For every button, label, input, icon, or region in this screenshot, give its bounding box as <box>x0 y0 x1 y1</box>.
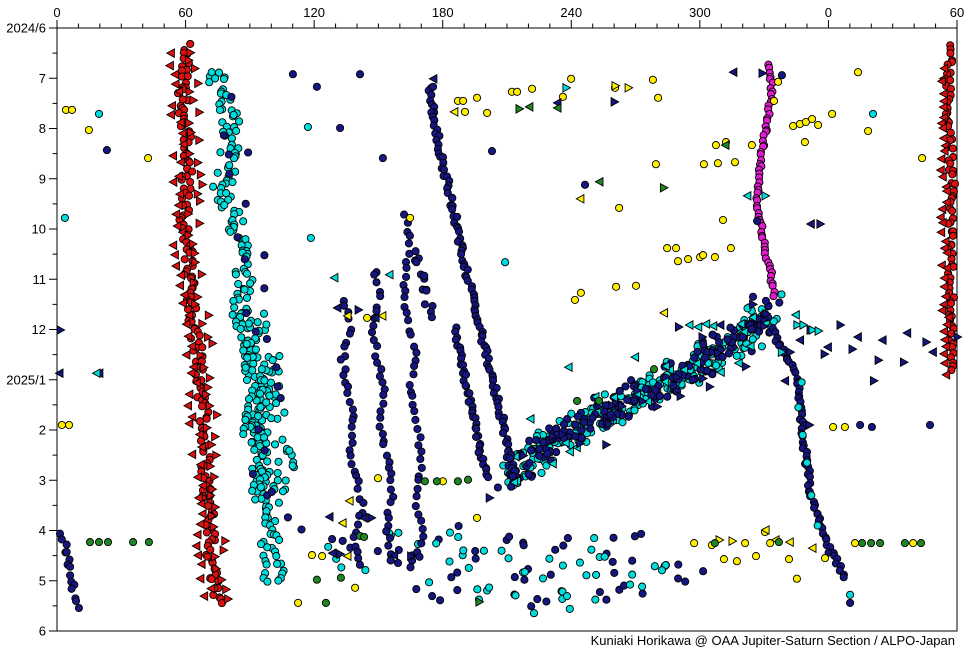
y-tick-label: 2024/6 <box>6 21 46 36</box>
y-tick-label: 10 <box>32 222 46 237</box>
series-red-band-left-tri-left <box>164 48 216 602</box>
y-tick-label: 4 <box>39 523 46 538</box>
y-tick-label: 2025/1 <box>6 372 46 387</box>
series-navy-circle-singles <box>102 70 935 607</box>
y-tick-label: 7 <box>39 71 46 86</box>
series-navy-trail-m2 <box>367 268 398 565</box>
series-red-band-right-tri-left <box>935 63 953 380</box>
series-navy-trail-m3 <box>399 210 428 561</box>
y-tick-label: 3 <box>39 473 46 488</box>
series-yellow-circles <box>57 68 927 607</box>
series-navy-tri-right-singles <box>56 68 963 562</box>
series-green-tri-left-singles <box>524 101 730 187</box>
series-cyan-in-right-trail <box>794 378 855 599</box>
y-tick-label: 11 <box>33 272 47 287</box>
series-navy-trail-a2 <box>451 323 493 482</box>
series-magenta-trail <box>752 60 779 301</box>
series-navy-in-cyan-band <box>219 92 292 522</box>
y-tick-label: 2 <box>39 423 46 438</box>
y-tick-label: 9 <box>39 171 46 186</box>
series-red-band-left-tri-right <box>184 47 234 604</box>
series-cyan-tri-right-singles <box>562 82 824 358</box>
x-tick-label: 60 <box>950 5 964 20</box>
y-tick-label: 8 <box>39 121 46 136</box>
series-navy-tri-left-singles <box>54 67 937 561</box>
y-axis: 2024/6 7 8 9 10 11 12 2025/1 2 3 4 5 6 <box>6 21 57 639</box>
series-green-tri-right-singles <box>475 103 669 607</box>
y-tick-label: 6 <box>39 624 46 639</box>
x-tick-label: 120 <box>303 5 325 20</box>
x-tick-label: 0 <box>53 5 60 20</box>
series-cyan-circle-singles <box>60 109 878 267</box>
y-tick-label: 5 <box>39 573 46 588</box>
series-navy-trail-m1 <box>336 296 368 569</box>
x-tick-label: 240 <box>560 5 582 20</box>
x-tick-label: 300 <box>689 5 711 20</box>
series-cyan-band <box>205 68 288 586</box>
y-tick-label: 12 <box>32 322 46 337</box>
x-tick-label: 180 <box>432 5 454 20</box>
x-tick-label: 60 <box>178 5 192 20</box>
series-navy-left-edge-trail <box>55 529 83 613</box>
series-navy-trail-a <box>424 83 520 481</box>
series-green-circles <box>85 365 926 607</box>
x-tick-label: 0 <box>825 5 832 20</box>
credit-line: Kuniaki Horikawa @ OAA Jupiter-Saturn Se… <box>590 633 955 648</box>
series-yellow-tri-right-singles <box>611 80 738 547</box>
series-navy-col-short <box>410 247 437 322</box>
x-axis: 0 60 120 180 240 300 0 60 <box>53 5 964 28</box>
series-cloud-tri-right-navy <box>485 299 772 503</box>
series-navy-cloud <box>493 292 784 492</box>
series-yellow-tri-left-singles <box>337 106 817 562</box>
series-cyan-tri-left-singles <box>91 190 800 424</box>
